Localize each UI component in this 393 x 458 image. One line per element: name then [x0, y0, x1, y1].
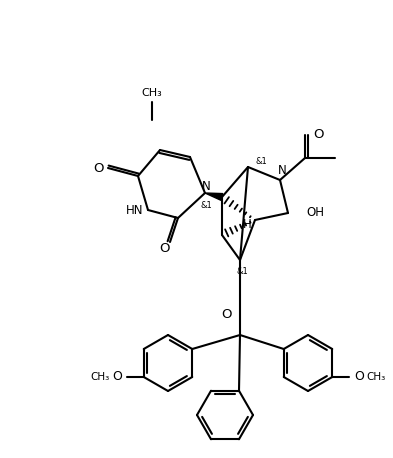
- Text: O: O: [160, 241, 170, 255]
- Text: CH₃: CH₃: [141, 88, 162, 98]
- Polygon shape: [205, 193, 223, 201]
- Text: H: H: [242, 218, 252, 231]
- Text: N: N: [202, 180, 210, 192]
- Text: O: O: [354, 371, 364, 383]
- Text: &1: &1: [200, 202, 212, 211]
- Text: CH₃: CH₃: [90, 372, 109, 382]
- Text: O: O: [313, 129, 323, 142]
- Text: &1: &1: [255, 157, 267, 165]
- Text: O: O: [112, 371, 122, 383]
- Text: &1: &1: [236, 267, 248, 277]
- Text: O: O: [222, 309, 232, 322]
- Text: CH₃: CH₃: [367, 372, 386, 382]
- Text: O: O: [94, 162, 104, 174]
- Text: N: N: [277, 164, 286, 176]
- Text: HN: HN: [125, 203, 143, 217]
- Text: OH: OH: [306, 207, 324, 219]
